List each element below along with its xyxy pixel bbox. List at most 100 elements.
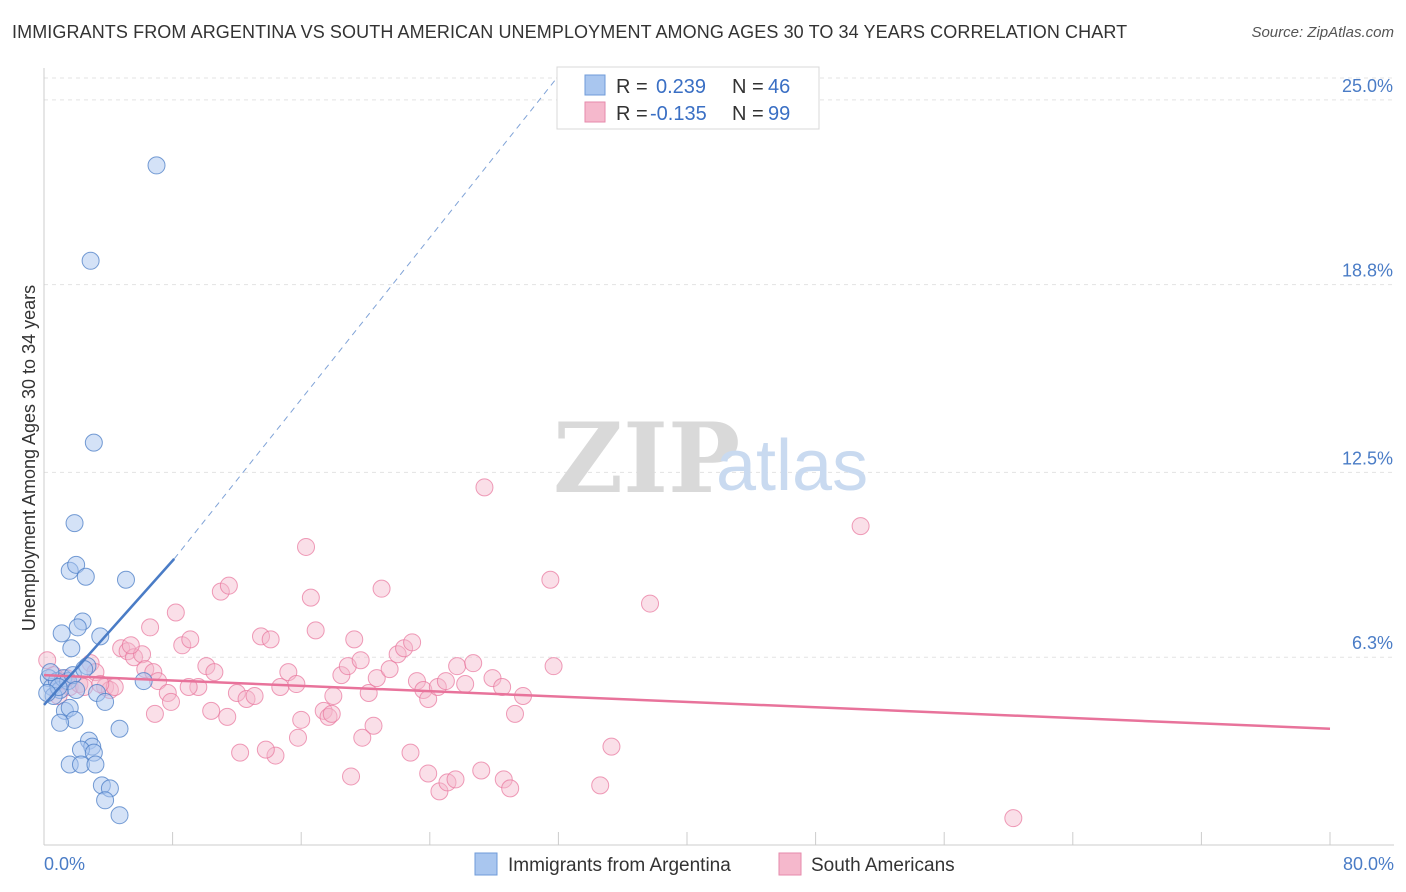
- y-axis-title: Unemployment Among Ages 30 to 34 years: [19, 285, 39, 631]
- legend-swatch-blue: [584, 74, 606, 96]
- south-americans-points: [38, 478, 1023, 828]
- point-south-americans: [227, 683, 246, 702]
- point-south-americans: [301, 588, 320, 607]
- point-argentina: [96, 791, 115, 810]
- point-south-americans: [181, 630, 200, 649]
- point-argentina: [147, 156, 166, 175]
- point-south-americans: [501, 779, 520, 798]
- point-south-americans: [292, 710, 311, 729]
- point-south-americans: [141, 618, 160, 637]
- point-argentina: [51, 713, 70, 732]
- point-south-americans: [380, 660, 399, 679]
- point-south-americans: [218, 707, 237, 726]
- point-south-americans: [205, 663, 224, 682]
- point-south-americans: [1004, 809, 1023, 828]
- series-legend: Immigrants from Argentina South American…: [474, 852, 955, 876]
- point-south-americans: [219, 576, 238, 595]
- point-south-americans: [179, 678, 198, 697]
- point-south-americans: [446, 770, 465, 789]
- point-south-americans: [436, 672, 455, 691]
- legend-r-label-2: R =: [616, 103, 648, 125]
- legend-r-value-1: 0.239: [656, 76, 706, 98]
- point-argentina: [67, 555, 86, 574]
- point-south-americans: [161, 692, 180, 711]
- point-south-americans: [351, 651, 370, 670]
- gridlines: [44, 77, 1394, 658]
- point-south-americans: [345, 630, 364, 649]
- point-south-americans: [166, 603, 185, 622]
- legend-r-value-2: -0.135: [650, 103, 707, 125]
- point-south-americans: [332, 666, 351, 685]
- trend-line-argentina-extension: [173, 75, 559, 560]
- point-south-americans: [372, 579, 391, 598]
- point-argentina: [76, 567, 95, 586]
- point-argentina: [65, 514, 84, 533]
- point-south-americans: [266, 746, 285, 765]
- point-south-americans: [505, 704, 524, 723]
- point-south-americans: [353, 728, 372, 747]
- point-argentina: [52, 624, 71, 643]
- point-south-americans: [851, 517, 870, 536]
- point-argentina: [110, 719, 129, 738]
- point-south-americans: [231, 743, 250, 762]
- legend-n-value-1: 46: [768, 76, 790, 98]
- point-south-americans: [252, 627, 271, 646]
- argentina-points: [38, 156, 166, 825]
- point-argentina: [67, 681, 86, 700]
- point-argentina: [116, 570, 135, 589]
- point-south-americans: [359, 683, 378, 702]
- point-argentina: [91, 627, 110, 646]
- point-argentina: [75, 660, 94, 679]
- point-argentina: [62, 639, 81, 658]
- point-argentina: [110, 806, 129, 825]
- point-argentina: [86, 755, 105, 774]
- series-legend-swatch-argentina: [474, 852, 498, 876]
- point-south-americans: [367, 669, 386, 688]
- series-legend-swatch-south-americans: [778, 852, 802, 876]
- point-south-americans: [419, 764, 438, 783]
- point-south-americans: [544, 657, 563, 676]
- series-legend-label-argentina: Immigrants from Argentina: [508, 855, 731, 876]
- point-south-americans: [472, 761, 491, 780]
- point-south-americans: [202, 701, 221, 720]
- x-tick-label-max: 80.0%: [1343, 854, 1394, 874]
- point-south-americans: [448, 657, 467, 676]
- y-tick-label: 18.8%: [1342, 261, 1393, 281]
- point-south-americans: [602, 737, 621, 756]
- trend-lines: [43, 75, 1331, 731]
- x-axis-ticks: [43, 832, 1331, 845]
- point-south-americans: [475, 478, 494, 497]
- y-tick-label: 12.5%: [1342, 448, 1393, 468]
- point-south-americans: [464, 654, 483, 673]
- point-south-americans: [591, 776, 610, 795]
- correlation-legend: R = 0.239 N = 46 R = -0.135 N = 99: [556, 66, 820, 130]
- trend-line-argentina: [43, 558, 176, 706]
- point-south-americans: [494, 770, 513, 789]
- legend-n-value-2: 99: [768, 103, 790, 125]
- point-south-americans: [493, 678, 512, 697]
- point-south-americans: [541, 570, 560, 589]
- point-south-americans: [288, 728, 307, 747]
- point-argentina: [41, 663, 60, 682]
- legend-r-label-1: R =: [616, 76, 648, 98]
- source-credit: Source: ZipAtlas.com: [1251, 24, 1394, 41]
- y-axis-tick-labels: 25.0% 18.8% 12.5% 6.3%: [1342, 76, 1393, 653]
- y-tick-label: 6.3%: [1352, 633, 1393, 653]
- point-south-americans: [306, 621, 325, 640]
- point-south-americans: [401, 743, 420, 762]
- point-south-americans: [245, 686, 264, 705]
- point-south-americans: [324, 686, 343, 705]
- point-south-americans: [261, 630, 280, 649]
- trend-line-south-americans: [43, 673, 1331, 731]
- y-tick-label: 25.0%: [1342, 76, 1393, 96]
- point-argentina: [81, 251, 100, 270]
- point-south-americans: [105, 678, 124, 697]
- watermark-zip: ZIP: [553, 402, 740, 515]
- point-south-americans: [287, 675, 306, 694]
- point-argentina: [84, 433, 103, 452]
- point-south-americans: [319, 707, 338, 726]
- point-south-americans: [121, 636, 140, 655]
- legend-n-label-1: N =: [732, 76, 764, 98]
- x-tick-label-min: 0.0%: [44, 854, 85, 874]
